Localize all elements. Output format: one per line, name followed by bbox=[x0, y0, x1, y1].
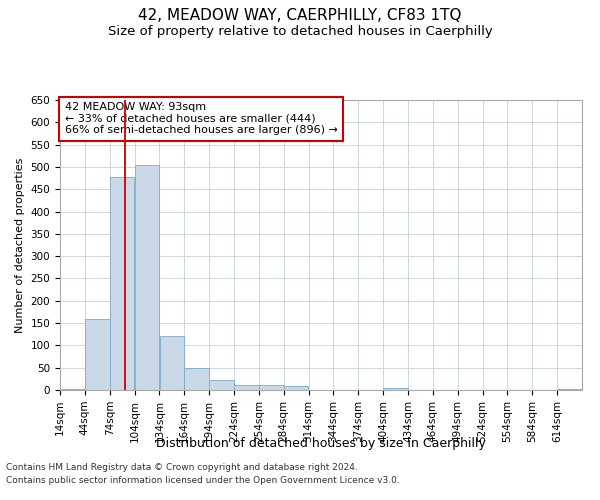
Text: Size of property relative to detached houses in Caerphilly: Size of property relative to detached ho… bbox=[107, 25, 493, 38]
Bar bbox=[383, 388, 408, 390]
Text: 42 MEADOW WAY: 93sqm
← 33% of detached houses are smaller (444)
66% of semi-deta: 42 MEADOW WAY: 93sqm ← 33% of detached h… bbox=[65, 102, 338, 136]
Bar bbox=[85, 318, 110, 390]
Bar bbox=[160, 336, 184, 390]
Bar bbox=[60, 389, 85, 390]
Bar bbox=[259, 384, 284, 390]
Text: 42, MEADOW WAY, CAERPHILLY, CF83 1TQ: 42, MEADOW WAY, CAERPHILLY, CF83 1TQ bbox=[138, 8, 462, 22]
Bar bbox=[557, 388, 582, 390]
Bar bbox=[234, 384, 259, 390]
Bar bbox=[110, 176, 134, 390]
Bar bbox=[135, 164, 159, 390]
Text: Distribution of detached houses by size in Caerphilly: Distribution of detached houses by size … bbox=[156, 438, 486, 450]
Bar bbox=[184, 368, 209, 390]
Bar bbox=[284, 386, 308, 390]
Text: Contains public sector information licensed under the Open Government Licence v3: Contains public sector information licen… bbox=[6, 476, 400, 485]
Y-axis label: Number of detached properties: Number of detached properties bbox=[15, 158, 25, 332]
Bar bbox=[209, 380, 234, 390]
Text: Contains HM Land Registry data © Crown copyright and database right 2024.: Contains HM Land Registry data © Crown c… bbox=[6, 464, 358, 472]
